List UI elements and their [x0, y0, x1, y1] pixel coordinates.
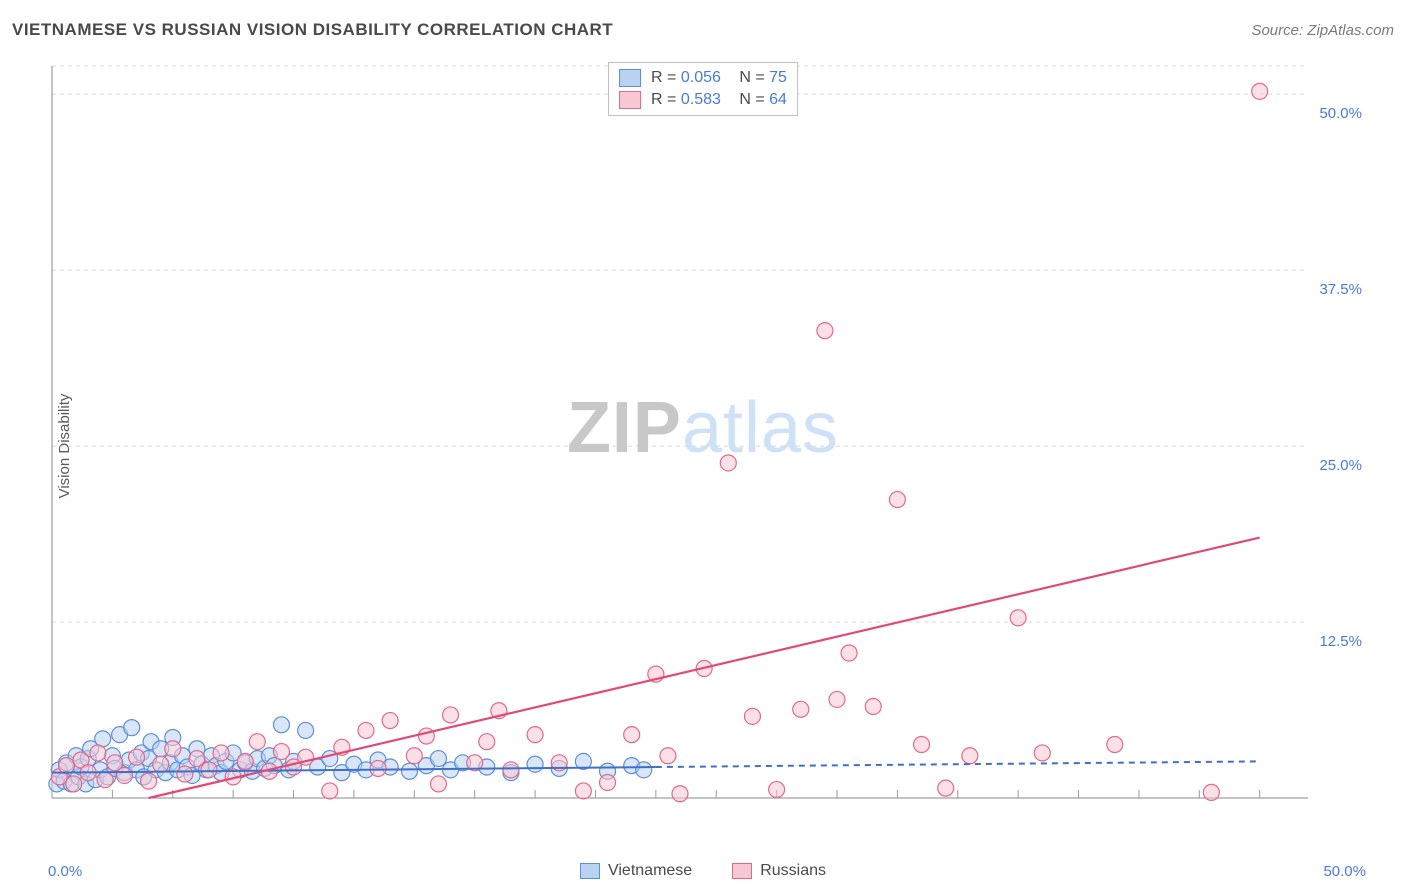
svg-text:25.0%: 25.0% [1319, 457, 1362, 474]
series-legend: Vietnamese Russians [580, 862, 826, 880]
legend-item: Russians [732, 862, 826, 880]
chart-title: VIETNAMESE VS RUSSIAN VISION DISABILITY … [12, 20, 613, 40]
legend-swatch [619, 69, 641, 87]
correlation-legend: R = 0.056 N = 75R = 0.583 N = 64 [608, 62, 798, 116]
legend-swatch [619, 91, 641, 109]
correlation-legend-row: R = 0.056 N = 75 [619, 67, 787, 89]
legend-swatch [732, 863, 752, 879]
x-axis-max-label: 50.0% [1323, 863, 1366, 880]
legend-label: Russians [760, 862, 826, 880]
svg-text:37.5%: 37.5% [1319, 281, 1362, 298]
chart-area: 12.5% 25.0% 37.5% 50.0% [48, 58, 1368, 818]
source-label: Source: ZipAtlas.com [1251, 22, 1394, 39]
legend-item: Vietnamese [580, 862, 692, 880]
x-axis-min-label: 0.0% [48, 863, 82, 880]
legend-swatch [580, 863, 600, 879]
svg-text:50.0%: 50.0% [1319, 105, 1362, 122]
scatter-plot: 12.5% 25.0% 37.5% 50.0% [48, 58, 1368, 818]
svg-text:12.5%: 12.5% [1319, 633, 1362, 650]
correlation-legend-row: R = 0.583 N = 64 [619, 89, 787, 111]
legend-label: Vietnamese [608, 862, 692, 880]
